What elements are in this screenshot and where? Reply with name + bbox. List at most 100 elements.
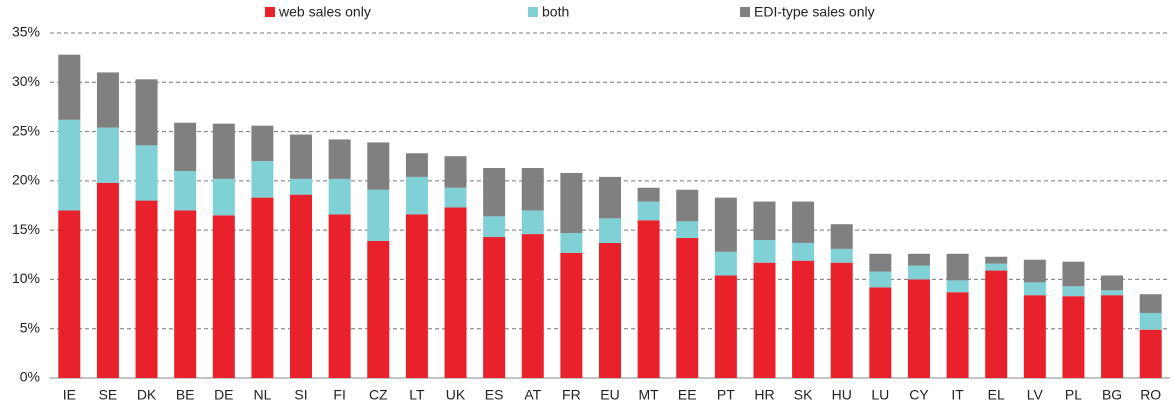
bar-segment bbox=[174, 171, 197, 211]
bar-segment bbox=[792, 242, 815, 261]
x-tick-label: EL bbox=[988, 387, 1005, 403]
x-tick-label: NL bbox=[253, 387, 271, 403]
x-tick-label: SE bbox=[99, 387, 118, 403]
x-tick-label: EU bbox=[600, 387, 619, 403]
bar-segment bbox=[135, 79, 158, 146]
bar-segment bbox=[560, 252, 583, 378]
bar-segment bbox=[676, 238, 699, 378]
x-tick-label: FI bbox=[333, 387, 345, 403]
bar-segment bbox=[212, 178, 235, 216]
x-tick-label: SK bbox=[794, 387, 813, 403]
bar-segment bbox=[483, 216, 506, 238]
x-tick-label: DE bbox=[214, 387, 233, 403]
bar-segment bbox=[714, 275, 737, 378]
bar-segment bbox=[444, 187, 467, 208]
bar-segment bbox=[560, 172, 583, 234]
bar-segment bbox=[946, 292, 969, 378]
bar-segment bbox=[1062, 261, 1085, 287]
bar-segment bbox=[174, 122, 197, 171]
bar-segment bbox=[830, 262, 853, 378]
bar-segment bbox=[96, 72, 119, 128]
x-tick-label: RO bbox=[1140, 387, 1161, 403]
bar-segment bbox=[290, 134, 313, 179]
bar-segment bbox=[58, 119, 81, 211]
y-tick-label: 30% bbox=[12, 73, 40, 89]
bar-segment bbox=[367, 142, 390, 190]
bar-segment bbox=[753, 262, 776, 378]
bar-segment bbox=[405, 153, 428, 177]
y-tick-label: 15% bbox=[12, 221, 40, 237]
bar-segment bbox=[946, 253, 969, 281]
bar-segment bbox=[1101, 290, 1124, 296]
bar-segment bbox=[753, 240, 776, 263]
bar-segment bbox=[792, 260, 815, 378]
bar-segment bbox=[444, 156, 467, 188]
x-tick-label: IE bbox=[63, 387, 76, 403]
bar-segment bbox=[290, 194, 313, 378]
bar-segment bbox=[714, 251, 737, 276]
legend-swatch bbox=[265, 7, 275, 17]
bar-segment bbox=[1139, 294, 1162, 313]
x-tick-label: PT bbox=[717, 387, 735, 403]
bar-segment bbox=[676, 189, 699, 222]
bar-segment bbox=[637, 201, 660, 221]
x-tick-label: CY bbox=[909, 387, 929, 403]
legend-swatch bbox=[740, 7, 750, 17]
bar-segment bbox=[444, 207, 467, 378]
y-tick-label: 5% bbox=[20, 319, 40, 335]
y-tick-label: 10% bbox=[12, 270, 40, 286]
bar-segment bbox=[58, 210, 81, 378]
bar-segment bbox=[599, 218, 621, 243]
bar-segment bbox=[483, 168, 506, 217]
bar-segment bbox=[1101, 275, 1124, 291]
bar-segment bbox=[792, 201, 815, 243]
bar-segment bbox=[521, 210, 544, 235]
bar-segment bbox=[714, 197, 737, 252]
legend-label: both bbox=[542, 4, 569, 20]
bar-segment bbox=[1139, 312, 1162, 330]
bar-segment bbox=[251, 197, 274, 378]
bar-segment bbox=[483, 237, 506, 378]
legend-label: EDI-type sales only bbox=[754, 4, 875, 20]
x-tick-label: EE bbox=[678, 387, 697, 403]
bar-segment bbox=[907, 265, 930, 280]
bar-segment bbox=[560, 233, 583, 253]
bar-segment bbox=[985, 270, 1008, 378]
bar-segment bbox=[599, 242, 621, 378]
bar-segment bbox=[328, 139, 351, 179]
bar-segment bbox=[869, 253, 892, 272]
bar-segment bbox=[405, 214, 428, 378]
bar-segment bbox=[830, 224, 853, 249]
bar-segment bbox=[985, 263, 1008, 271]
bar-segment bbox=[521, 234, 544, 378]
bar-segment bbox=[212, 215, 235, 378]
bar-segment bbox=[135, 145, 158, 201]
legend-label: web sales only bbox=[278, 4, 371, 20]
bar-segment bbox=[1101, 295, 1124, 378]
x-tick-label: AT bbox=[524, 387, 541, 403]
x-tick-label: HU bbox=[832, 387, 852, 403]
bar-segment bbox=[637, 187, 660, 202]
bar-segment bbox=[405, 176, 428, 215]
x-tick-label: IT bbox=[951, 387, 964, 403]
bar-segment bbox=[1023, 282, 1046, 296]
bar-segment bbox=[290, 178, 313, 195]
bar-segment bbox=[521, 168, 544, 211]
bar-segment bbox=[1023, 259, 1046, 283]
bar-segment bbox=[328, 214, 351, 378]
x-tick-label: BE bbox=[176, 387, 195, 403]
x-tick-label: DK bbox=[137, 387, 157, 403]
bar-segment bbox=[869, 287, 892, 378]
y-tick-label: 25% bbox=[12, 122, 40, 138]
bar-segment bbox=[96, 127, 119, 183]
y-tick-label: 35% bbox=[12, 24, 40, 40]
bar-segment bbox=[985, 256, 1008, 264]
bar-segment bbox=[328, 178, 351, 215]
legend-swatch bbox=[528, 7, 538, 17]
bar-segment bbox=[907, 279, 930, 378]
x-tick-label: LU bbox=[871, 387, 889, 403]
x-tick-label: ES bbox=[485, 387, 504, 403]
x-tick-label: FR bbox=[562, 387, 581, 403]
x-tick-label: CZ bbox=[369, 387, 388, 403]
x-tick-label: LT bbox=[409, 387, 425, 403]
